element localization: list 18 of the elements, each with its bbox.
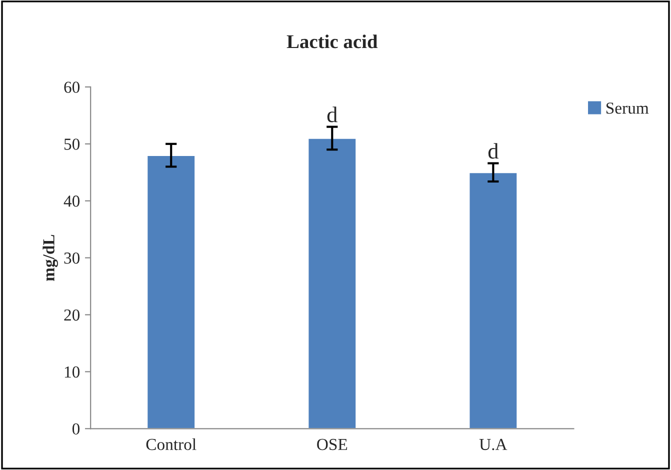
y-tick-label: 50	[64, 138, 80, 150]
legend-label: Serum	[606, 102, 649, 114]
y-tick-label: 20	[64, 309, 80, 321]
x-tick-label: OSE	[317, 438, 348, 450]
y-tick-label: 60	[64, 82, 80, 93]
annotation: d	[327, 106, 338, 122]
y-axis-title: mg/dL	[42, 234, 58, 281]
bar	[468, 172, 518, 429]
y-tick-label: 10	[64, 366, 80, 378]
y-tick-label: 30	[64, 252, 80, 264]
y-tick-label: 40	[64, 196, 80, 207]
bar	[146, 154, 196, 429]
x-tick-label: Control	[146, 438, 196, 450]
annotation: d	[488, 143, 498, 159]
x-tick-label: U.A	[479, 438, 508, 450]
chart-title: Lactic acid	[286, 34, 378, 48]
y-tick-label: 0	[72, 423, 80, 435]
bar	[307, 138, 357, 429]
